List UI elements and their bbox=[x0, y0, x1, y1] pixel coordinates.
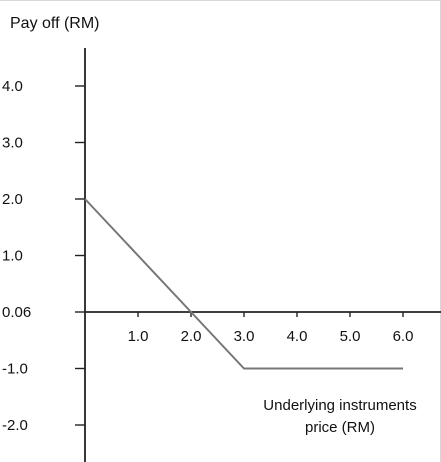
chart-title: Pay off (RM) bbox=[10, 15, 100, 32]
y-axis-tick-label: 2.0 bbox=[2, 191, 23, 208]
x-axis-tick-label: 2.0 bbox=[181, 328, 202, 345]
x-axis-label-line-1: Underlying instruments bbox=[263, 397, 416, 414]
y-axis-tick-label: 4.0 bbox=[2, 78, 23, 95]
x-axis-tick-label: 1.0 bbox=[128, 328, 149, 345]
x-axis-tick-label: 3.0 bbox=[234, 328, 255, 345]
y-axis-tick-label: 0.06 bbox=[2, 304, 31, 321]
plot-area: 4.0 3.0 2.0 1.0 0.06 -1.0 -2.0 1.0 2.0 3.0 4.0 5.0 6… bbox=[2, 48, 441, 462]
y-axis-tick-label: 3.0 bbox=[2, 135, 23, 152]
x-axis-tick-label: 4.0 bbox=[287, 328, 308, 345]
x-axis-tick-label: 5.0 bbox=[340, 328, 361, 345]
x-axis-tick-label: 6.0 bbox=[393, 328, 414, 345]
y-axis-tick-label: -1.0 bbox=[2, 361, 28, 378]
y-axis-tick-label: 1.0 bbox=[2, 248, 23, 265]
payoff-line bbox=[84, 198, 403, 370]
x-axis-label-line-2: price (RM) bbox=[305, 419, 375, 436]
y-axis-tick-label: -2.0 bbox=[2, 417, 28, 434]
